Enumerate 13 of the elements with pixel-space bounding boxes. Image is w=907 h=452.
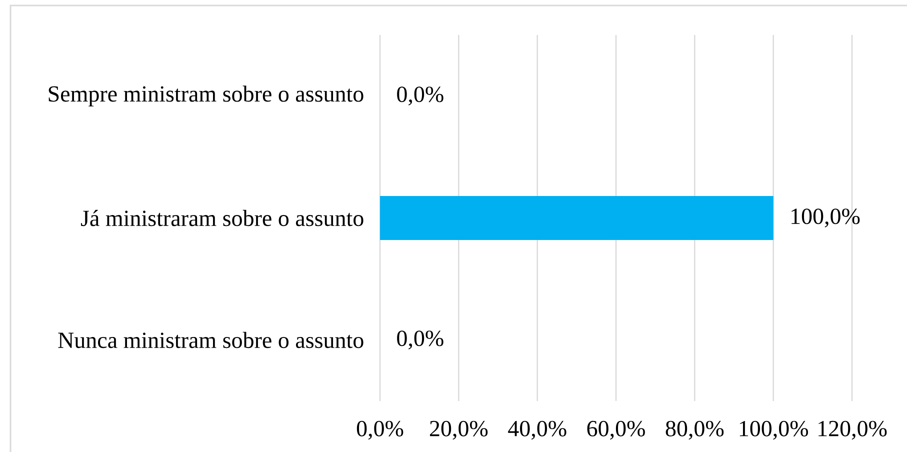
y-tick-label: Nunca ministram sobre o assunto bbox=[58, 332, 364, 348]
x-tick-label: 60,0% bbox=[587, 420, 645, 440]
y-tick-label: Sempre ministram sobre o assunto bbox=[48, 86, 364, 106]
data-label: 100,0% bbox=[792, 208, 860, 228]
data-label: 0,0% bbox=[397, 330, 444, 350]
data-label: 0,0% bbox=[397, 86, 444, 106]
x-tick-label: 20,0% bbox=[430, 420, 488, 440]
x-tick-label: 80,0% bbox=[666, 420, 724, 440]
x-tick-label: 100,0% bbox=[740, 420, 808, 440]
x-tick-label: 40,0% bbox=[508, 420, 566, 440]
y-tick-label: Já ministraram sobre o assunto bbox=[81, 210, 364, 226]
x-tick-label: 120,0% bbox=[818, 420, 887, 440]
x-tick-label: 0,0% bbox=[356, 420, 404, 440]
